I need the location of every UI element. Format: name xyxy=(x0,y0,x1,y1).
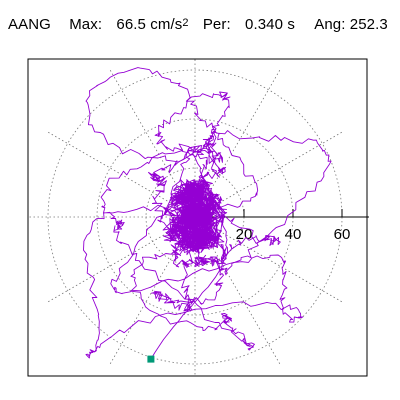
orbit-path xyxy=(83,67,332,360)
max-label: Max: xyxy=(69,16,103,33)
grid-spoke xyxy=(194,216,344,304)
radial-axis: 20 40 60 xyxy=(195,209,369,243)
component-label: AANG xyxy=(8,16,51,33)
end-marker xyxy=(147,355,155,363)
tick-label-20: 20 xyxy=(236,226,253,243)
grid-spoke xyxy=(46,130,196,218)
max-exponent: 2 xyxy=(182,17,189,29)
tick-label-60: 60 xyxy=(334,226,351,243)
angle-value: 252.3 xyxy=(349,16,388,33)
angle-label: Ang: xyxy=(314,16,346,33)
tick-label-40: 40 xyxy=(285,226,302,243)
orbit-trace xyxy=(83,67,332,360)
period-value: 0.340 s xyxy=(245,16,295,33)
period-label: Per: xyxy=(202,16,231,33)
max-value: 66.5 cm/s2 xyxy=(116,16,189,33)
end-marker-group xyxy=(147,355,155,363)
header-readout: AANG Max: 66.5 cm/s2 Per: 0.340 s Ang: 2… xyxy=(8,16,388,33)
